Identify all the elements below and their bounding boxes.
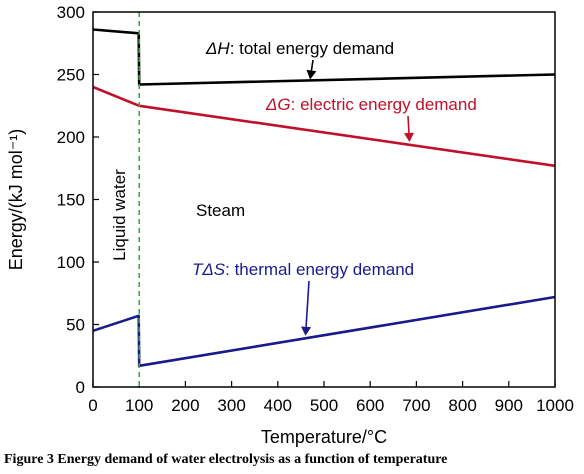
x-tick-label: 400 — [264, 396, 292, 415]
annotation-dG: ΔG: electric energy demand — [265, 95, 477, 114]
y-tick-label: 300 — [57, 3, 85, 22]
annotation-dH-text: : total energy demand — [230, 39, 394, 58]
steam-label: Steam — [196, 201, 245, 220]
y-tick-label: 150 — [57, 191, 85, 210]
annotation-dH: ΔH: total energy demand — [205, 39, 394, 58]
annotation-dG-text: : electric energy demand — [291, 95, 477, 114]
ticks: 0 100 200 300 400 500 600 700 800 900 1000 0 50 100 15… — [57, 3, 574, 415]
plot-frame — [92, 11, 556, 388]
x-tick-label: 0 — [88, 396, 97, 415]
x-tick-label: 1000 — [536, 396, 574, 415]
series-line-TdS — [92, 295, 556, 368]
x-tick-label: 500 — [310, 396, 338, 415]
arrow-head-dG — [404, 132, 414, 142]
arrow-head-TdS — [301, 326, 312, 336]
annotation-TdS-symbol: TΔS — [192, 260, 226, 279]
x-tick-label: 600 — [356, 396, 384, 415]
y-tick-label: 0 — [76, 378, 85, 397]
arrow-shaft-dG — [407, 115, 410, 134]
y-tick-label: 250 — [57, 66, 85, 85]
annotation-TdS: TΔS: thermal energy demand — [192, 260, 414, 279]
arrow-shaft-dH — [310, 59, 314, 71]
chart: 0 100 200 300 400 500 600 700 800 900 1000 0 50 100 15… — [6, 3, 574, 447]
annotation-arrows — [301, 59, 414, 336]
x-tick-label: 200 — [171, 396, 199, 415]
y-tick-label: 100 — [57, 253, 85, 272]
annotation-dH-symbol: ΔH — [205, 39, 230, 58]
x-tick-label: 100 — [125, 396, 153, 415]
figure-caption: Figure 3 Energy demand of water electrol… — [4, 452, 448, 467]
x-tick-label: 300 — [217, 396, 245, 415]
series-lines — [92, 28, 556, 368]
x-tick-label: 800 — [448, 396, 476, 415]
x-tick-label: 900 — [495, 396, 523, 415]
annotation-TdS-text: : thermal energy demand — [225, 260, 414, 279]
y-tick-label: 200 — [57, 128, 85, 147]
liquid-water-label: Liquid water — [110, 169, 129, 261]
x-tick-label: 700 — [402, 396, 430, 415]
x-axis-label: Temperature/°C — [261, 427, 387, 447]
y-axis-label: Energy/(kJ mol⁻¹) — [6, 129, 26, 271]
y-tick-label: 50 — [66, 316, 85, 335]
annotation-dG-symbol: ΔG — [265, 95, 291, 114]
arrow-shaft-TdS — [305, 280, 310, 327]
arrow-head-dH — [306, 69, 317, 80]
